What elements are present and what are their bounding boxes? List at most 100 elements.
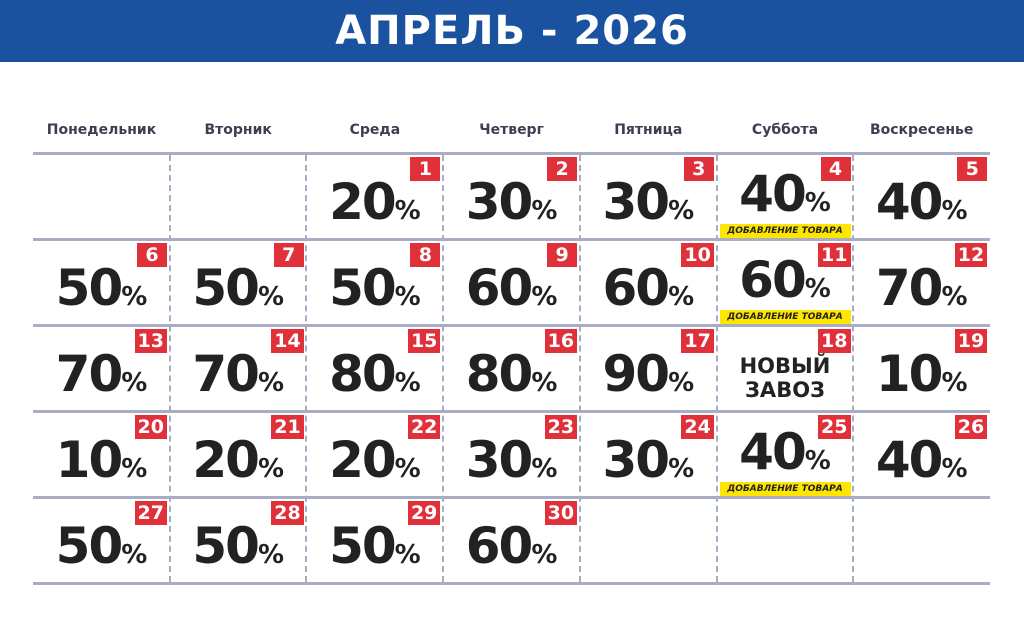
restock-tag: ДОБАВЛЕНИЕ ТОВАРА — [719, 310, 851, 324]
discount-number: 60 — [465, 517, 534, 575]
day-number-badge: 5 — [957, 157, 988, 181]
day-number-badge: 22 — [407, 415, 441, 439]
percent-sign: % — [257, 368, 285, 398]
day-number-badge: 2 — [547, 157, 578, 181]
day-cell: 6 50% — [33, 240, 170, 326]
percent-sign: % — [668, 282, 695, 312]
percent-sign: % — [394, 368, 421, 398]
discount-value: 50% — [33, 516, 170, 585]
discount-number: 60 — [602, 259, 670, 317]
grid-line-vertical — [578, 155, 581, 582]
percent-sign: % — [668, 454, 695, 484]
discount-value: 40% — [717, 422, 854, 491]
discount-number: 40 — [739, 423, 807, 481]
percent-sign: % — [941, 282, 968, 312]
discount-value: 40% — [717, 164, 854, 233]
day-number-badge: 6 — [137, 243, 167, 267]
day-cell: 11 60% ДОБАВЛЕНИЕ ТОВАРА — [717, 240, 854, 326]
discount-value: 60% — [717, 250, 854, 319]
day-cell: 2 30% — [443, 154, 580, 240]
grid-line-vertical — [852, 155, 855, 582]
day-number-badge: 30 — [544, 501, 578, 525]
grid-line-vertical — [715, 155, 718, 582]
day-number-badge: 29 — [407, 501, 441, 525]
day-cell: 16 80% — [443, 326, 580, 412]
grid-line-vertical — [305, 155, 308, 582]
discount-number: 50 — [329, 259, 397, 317]
grid-line-horizontal — [33, 152, 990, 155]
percent-sign: % — [804, 446, 831, 476]
discount-number: 80 — [329, 345, 397, 403]
day-cell: 14 70% — [170, 326, 307, 412]
discount-value: 60% — [580, 258, 717, 327]
discount-number: 50 — [55, 259, 124, 317]
weekday-header: Воскресенье — [869, 122, 974, 138]
discount-value: 50% — [306, 258, 443, 327]
day-cell: 28 50% — [170, 498, 307, 584]
discount-number: 40 — [875, 431, 944, 489]
percent-sign: % — [941, 454, 968, 484]
discount-value: 70% — [33, 344, 170, 413]
day-cell: 4 40% ДОБАВЛЕНИЕ ТОВАРА — [717, 154, 854, 240]
discount-value: 20% — [170, 430, 307, 499]
day-cell: 3 30% — [580, 154, 717, 240]
grid-line-horizontal — [33, 410, 990, 413]
grid-line-vertical — [442, 155, 445, 582]
discount-value: 10% — [33, 430, 170, 499]
calendar-title: АПРЕЛЬ - 2026 — [335, 8, 689, 54]
day-cell: 10 60% — [580, 240, 717, 326]
discount-value: 50% — [306, 516, 443, 585]
day-number-badge: 1 — [410, 157, 441, 181]
discount-number: 20 — [329, 173, 397, 231]
percent-sign: % — [121, 282, 148, 312]
discount-number: 30 — [602, 431, 670, 489]
discount-number: 60 — [465, 259, 534, 317]
discount-number: 50 — [192, 259, 260, 317]
discount-value: 80% — [306, 344, 443, 413]
day-cell: 9 60% — [443, 240, 580, 326]
percent-sign: % — [531, 368, 558, 398]
day-number-badge: 3 — [683, 157, 714, 181]
day-cell: 17 90% — [580, 326, 717, 412]
day-cell: 20 10% — [33, 412, 170, 498]
discount-number: 90 — [602, 345, 670, 403]
percent-sign: % — [531, 454, 558, 484]
day-number-badge: 4 — [820, 157, 851, 181]
day-number-badge: 17 — [681, 329, 714, 353]
day-cell: 22 20% — [306, 412, 443, 498]
day-cell: 8 50% — [306, 240, 443, 326]
day-number-badge: 12 — [954, 243, 988, 267]
day-cell: 30 60% — [443, 498, 580, 584]
discount-number: 70 — [192, 345, 260, 403]
discount-value: 30% — [580, 172, 717, 241]
weekday-header: Понедельник — [46, 122, 157, 138]
percent-sign: % — [257, 282, 285, 312]
day-cell: 12 70% — [853, 240, 990, 326]
day-number-badge: 19 — [954, 329, 988, 353]
percent-sign: % — [121, 454, 148, 484]
percent-sign: % — [394, 282, 421, 312]
weekday-header: Четверг — [479, 122, 544, 138]
day-cell: 21 20% — [170, 412, 307, 498]
day-number-badge: 26 — [954, 415, 988, 439]
calendar-header: АПРЕЛЬ - 2026 — [0, 0, 1024, 62]
day-number-badge: 21 — [271, 415, 304, 439]
day-number-badge: 27 — [134, 501, 167, 525]
grid-line-horizontal — [33, 238, 990, 241]
discount-number: 70 — [55, 345, 124, 403]
grid-line-horizontal — [33, 582, 990, 585]
weekday-header: Вторник — [204, 122, 272, 138]
percent-sign: % — [531, 282, 558, 312]
discount-number: 50 — [55, 517, 124, 575]
discount-value: 50% — [170, 258, 307, 327]
note-line: НОВЫЙ — [739, 354, 831, 378]
discount-number: 10 — [55, 431, 124, 489]
discount-value: 40% — [853, 430, 990, 499]
discount-value: 70% — [853, 258, 990, 327]
day-cell: 1 20% — [306, 154, 443, 240]
day-number-badge: 8 — [410, 243, 441, 267]
discount-value: 10% — [853, 344, 990, 413]
discount-number: 10 — [875, 345, 944, 403]
discount-number: 80 — [465, 345, 534, 403]
discount-value: 50% — [170, 516, 307, 585]
